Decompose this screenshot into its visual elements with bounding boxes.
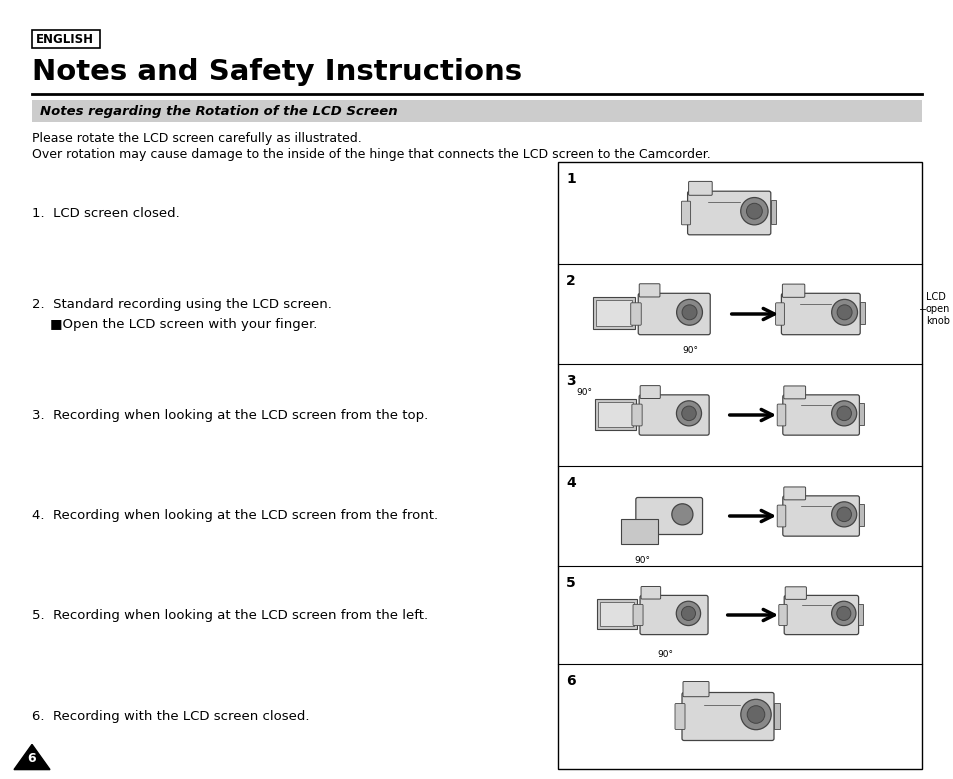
FancyBboxPatch shape xyxy=(630,303,640,325)
FancyBboxPatch shape xyxy=(639,284,659,297)
FancyBboxPatch shape xyxy=(639,595,707,635)
FancyBboxPatch shape xyxy=(680,201,690,225)
Circle shape xyxy=(831,601,855,626)
FancyBboxPatch shape xyxy=(681,693,773,741)
FancyBboxPatch shape xyxy=(635,498,701,534)
Bar xyxy=(596,301,631,326)
Bar xyxy=(858,404,863,425)
Circle shape xyxy=(745,203,761,219)
FancyBboxPatch shape xyxy=(775,303,783,325)
Text: 3.  Recording when looking at the LCD screen from the top.: 3. Recording when looking at the LCD scr… xyxy=(32,408,428,421)
FancyBboxPatch shape xyxy=(783,595,858,635)
FancyBboxPatch shape xyxy=(781,294,860,335)
Circle shape xyxy=(676,601,700,626)
FancyBboxPatch shape xyxy=(777,404,785,426)
Text: Notes regarding the Rotation of the LCD Screen: Notes regarding the Rotation of the LCD … xyxy=(40,104,397,118)
Text: 2.  Standard recording using the LCD screen.: 2. Standard recording using the LCD scre… xyxy=(32,298,332,311)
FancyBboxPatch shape xyxy=(784,587,805,599)
Text: 6: 6 xyxy=(28,753,36,766)
Text: 90°: 90° xyxy=(658,650,673,659)
Circle shape xyxy=(746,706,764,723)
FancyBboxPatch shape xyxy=(777,505,785,527)
Bar xyxy=(858,604,862,625)
Bar xyxy=(595,399,636,430)
FancyBboxPatch shape xyxy=(687,191,770,234)
Circle shape xyxy=(676,401,700,426)
Text: 2: 2 xyxy=(565,274,576,288)
Circle shape xyxy=(831,299,857,325)
FancyBboxPatch shape xyxy=(682,682,708,696)
FancyBboxPatch shape xyxy=(639,395,708,435)
Text: 4.  Recording when looking at the LCD screen from the front.: 4. Recording when looking at the LCD scr… xyxy=(32,509,437,523)
Text: Notes and Safety Instructions: Notes and Safety Instructions xyxy=(32,58,521,86)
Circle shape xyxy=(836,606,850,620)
Polygon shape xyxy=(14,745,50,770)
FancyBboxPatch shape xyxy=(781,284,804,298)
Circle shape xyxy=(740,198,767,225)
Circle shape xyxy=(671,504,692,525)
Circle shape xyxy=(676,299,701,325)
Text: 4: 4 xyxy=(565,476,576,490)
Circle shape xyxy=(681,305,697,320)
Text: 90°: 90° xyxy=(576,388,592,397)
Text: 3: 3 xyxy=(565,374,575,388)
Text: LCD
open
knob: LCD open knob xyxy=(925,292,949,326)
Text: ENGLISH: ENGLISH xyxy=(36,33,94,46)
FancyBboxPatch shape xyxy=(778,605,786,626)
FancyBboxPatch shape xyxy=(783,386,804,399)
Bar xyxy=(599,602,634,626)
Text: 90°: 90° xyxy=(634,556,650,565)
FancyBboxPatch shape xyxy=(675,703,684,729)
Bar xyxy=(773,703,780,728)
Text: Please rotate the LCD screen carefully as illustrated.: Please rotate the LCD screen carefully a… xyxy=(32,132,361,145)
Bar xyxy=(859,302,864,324)
FancyBboxPatch shape xyxy=(638,294,709,335)
Text: ■Open the LCD screen with your finger.: ■Open the LCD screen with your finger. xyxy=(50,318,317,330)
Text: 6: 6 xyxy=(565,674,575,688)
Circle shape xyxy=(836,406,851,421)
FancyBboxPatch shape xyxy=(640,587,659,599)
Bar xyxy=(597,599,637,629)
Text: 1.  LCD screen closed.: 1. LCD screen closed. xyxy=(32,206,179,220)
Text: 6.  Recording with the LCD screen closed.: 6. Recording with the LCD screen closed. xyxy=(32,710,309,723)
Bar xyxy=(558,162,921,769)
Circle shape xyxy=(680,606,695,620)
FancyBboxPatch shape xyxy=(783,487,804,500)
FancyBboxPatch shape xyxy=(782,496,859,536)
FancyBboxPatch shape xyxy=(688,182,712,196)
Circle shape xyxy=(740,700,770,730)
FancyBboxPatch shape xyxy=(782,395,859,435)
FancyBboxPatch shape xyxy=(639,386,659,399)
Bar xyxy=(32,100,921,122)
Text: 1: 1 xyxy=(565,172,576,186)
FancyBboxPatch shape xyxy=(633,605,642,626)
Bar xyxy=(592,297,635,330)
Bar xyxy=(770,200,775,224)
Bar xyxy=(598,402,632,427)
Text: 5: 5 xyxy=(565,576,576,590)
Circle shape xyxy=(831,502,856,527)
Bar xyxy=(620,520,657,544)
Text: Over rotation may cause damage to the inside of the hinge that connects the LCD : Over rotation may cause damage to the in… xyxy=(32,148,710,161)
Circle shape xyxy=(836,305,851,320)
Bar xyxy=(32,30,100,48)
Text: 5.  Recording when looking at the LCD screen from the left.: 5. Recording when looking at the LCD scr… xyxy=(32,608,428,622)
Bar xyxy=(858,505,863,526)
Circle shape xyxy=(831,401,856,426)
Circle shape xyxy=(681,406,696,421)
Circle shape xyxy=(836,507,851,522)
FancyBboxPatch shape xyxy=(631,404,641,426)
Text: 90°: 90° xyxy=(682,346,699,355)
